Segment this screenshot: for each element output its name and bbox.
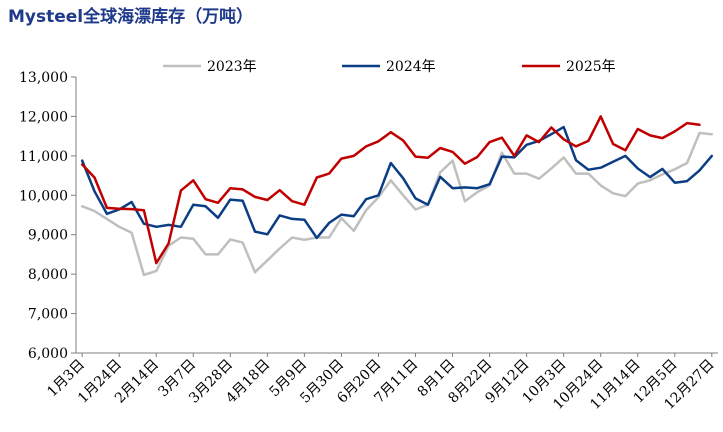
legend-label: 2025年 <box>566 59 616 75</box>
series-line-2024 <box>80 125 714 240</box>
axes: 6,000 7,000 8,000 9,000 10,000 11,000 12,000 13… <box>19 70 718 413</box>
y-tick-label: 11,000 <box>19 149 68 165</box>
y-tick-label: 12,000 <box>19 109 68 125</box>
y-tick-label: 10,000 <box>19 188 68 204</box>
series-line-2025 <box>80 115 701 265</box>
y-tick-label: 8,000 <box>28 267 68 283</box>
chart-title: Mysteel全球海漂库存（万吨） <box>8 7 254 27</box>
legend-label: 2024年 <box>386 59 436 75</box>
y-tick-label: 6,000 <box>28 346 68 362</box>
y-tick-label: 13,000 <box>19 70 68 86</box>
series-lines <box>80 115 714 277</box>
y-tick-label: 9,000 <box>28 228 68 244</box>
legend-label: 2023年 <box>207 59 257 75</box>
series-line-2023 <box>80 131 714 277</box>
y-tick-label: 7,000 <box>28 307 68 323</box>
legend: 2023年 2024年 2025年 <box>163 59 616 75</box>
